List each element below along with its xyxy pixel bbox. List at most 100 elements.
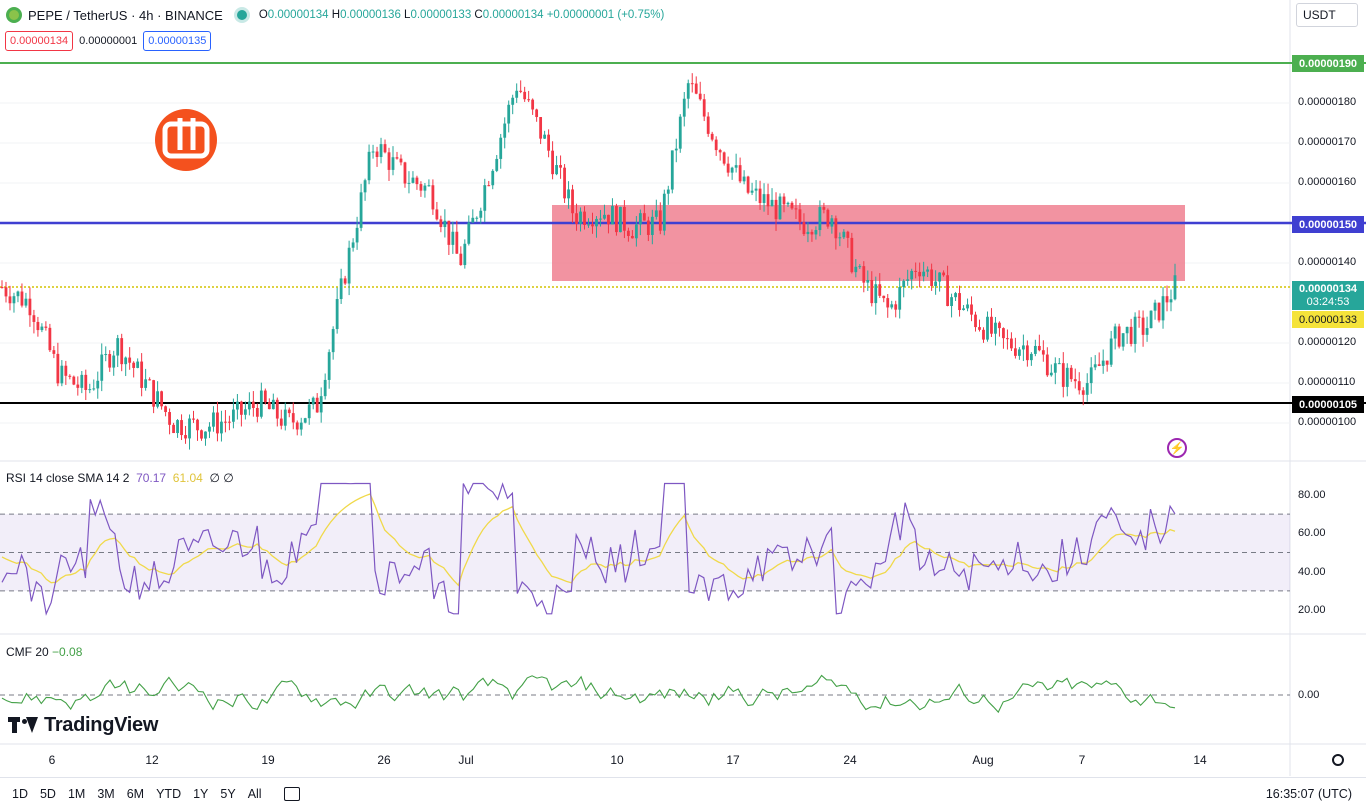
market-status-icon[interactable] <box>236 10 247 20</box>
candle-body <box>878 284 882 296</box>
candle-body <box>100 354 104 381</box>
candle-body <box>539 117 543 139</box>
period-ytd[interactable]: YTD <box>156 787 182 801</box>
period-all[interactable]: All <box>247 787 262 801</box>
candle-body <box>906 279 910 281</box>
candle-body <box>822 207 826 210</box>
candle-body <box>1014 348 1017 356</box>
candle-body <box>363 180 367 193</box>
sell-button[interactable]: 0.00000134 <box>5 31 74 51</box>
candle-body <box>1165 296 1169 303</box>
candle-body <box>846 231 850 238</box>
candle-body <box>734 165 738 168</box>
candle-body <box>1129 326 1133 344</box>
candle-body <box>228 421 231 423</box>
period-5y[interactable]: 5Y <box>220 787 236 801</box>
candle-body <box>706 116 710 134</box>
candle-body <box>958 293 961 311</box>
candle-body <box>347 247 351 284</box>
candle-body <box>942 272 945 276</box>
candle-body <box>770 199 774 207</box>
candle-body <box>208 426 211 432</box>
candle-body <box>68 375 72 377</box>
candle-body <box>910 270 914 280</box>
rsi-axis-label: 40.00 <box>1298 566 1326 578</box>
period-6m[interactable]: 6M <box>126 787 145 801</box>
candle-body <box>1065 367 1069 387</box>
candle-body <box>966 304 969 309</box>
period-1m[interactable]: 1M <box>67 787 86 801</box>
candle-body <box>866 280 870 283</box>
date-label: 14 <box>1193 753 1207 767</box>
candle-body <box>88 389 92 391</box>
period-1y[interactable]: 1Y <box>193 787 209 801</box>
prev-close-tag: 0.00000133 <box>1292 311 1364 328</box>
candle-body <box>990 316 993 334</box>
candle-body <box>439 219 443 228</box>
candle-body <box>722 152 726 164</box>
candle-body <box>196 419 199 431</box>
candle-body <box>1081 390 1085 395</box>
candle-body <box>52 350 56 354</box>
candle-body <box>830 218 834 227</box>
symbol-title[interactable]: PEPE / TetherUS · 4h · BINANCE <box>28 7 223 23</box>
lightning-icon[interactable]: ⚡ <box>1167 438 1187 458</box>
price-axis-label: 0.00000170 <box>1298 136 1357 148</box>
price-axis-label: 0.00000180 <box>1298 96 1357 108</box>
candle-body <box>120 338 124 365</box>
candle-body <box>519 90 523 92</box>
candle-body <box>355 227 359 243</box>
candle-body <box>152 380 156 407</box>
settings-gear-icon[interactable] <box>1332 754 1344 766</box>
candle-body <box>1153 302 1157 311</box>
candle-body <box>798 209 802 223</box>
cmf-legend[interactable]: CMF 20 −0.08 <box>6 645 83 659</box>
candle-body <box>160 391 163 407</box>
candle-body <box>28 298 32 316</box>
candle-body <box>854 266 858 273</box>
price-axis-label: 0.00000140 <box>1298 256 1357 268</box>
candle-body <box>92 388 96 390</box>
rsi-axis-label: 20.00 <box>1298 604 1326 616</box>
candle-body <box>295 422 299 430</box>
candle-body <box>1025 345 1029 361</box>
candle-body <box>451 231 455 245</box>
candle-body <box>60 365 64 384</box>
candle-body <box>1017 349 1021 356</box>
candle-body <box>630 235 634 239</box>
candle-body <box>1121 333 1125 347</box>
candle-body <box>128 357 132 363</box>
calendar-icon[interactable] <box>283 787 300 801</box>
buy-button[interactable]: 0.00000135 <box>143 31 212 51</box>
period-3m[interactable]: 3M <box>97 787 115 801</box>
clock-utc[interactable]: 16:35:07 (UTC) <box>1265 787 1352 801</box>
candle-body <box>970 304 973 315</box>
tradingview-logo[interactable]: TradingView <box>8 714 158 737</box>
candle-body <box>786 202 790 205</box>
candle-body <box>690 83 694 85</box>
period-1d[interactable]: 1D <box>12 787 28 801</box>
candle-body <box>343 278 347 284</box>
candle-body <box>463 243 467 266</box>
candle-body <box>599 218 602 220</box>
rsi-axis-label: 60.00 <box>1298 527 1326 539</box>
candle-body <box>962 308 965 311</box>
candle-body <box>551 150 554 175</box>
candle-body <box>319 396 323 413</box>
candle-body <box>299 422 303 430</box>
candle-body <box>926 269 930 272</box>
candle-body <box>339 278 343 300</box>
candle-body <box>611 206 614 225</box>
currency-select[interactable]: USDT <box>1296 3 1358 27</box>
candle-body <box>742 176 746 182</box>
candle-body <box>184 435 187 439</box>
candle-body <box>842 231 846 238</box>
candle-body <box>136 361 140 368</box>
candle-body <box>323 379 327 397</box>
rsi-legend[interactable]: RSI 14 close SMA 14 2 70.17 61.04 ∅ ∅ <box>6 471 234 485</box>
period-5d[interactable]: 5D <box>39 787 56 801</box>
chart-header: PEPE / TetherUS · 4h · BINANCE O0.000001… <box>0 0 1290 30</box>
candle-body <box>431 185 435 210</box>
candle-body <box>1141 317 1145 335</box>
